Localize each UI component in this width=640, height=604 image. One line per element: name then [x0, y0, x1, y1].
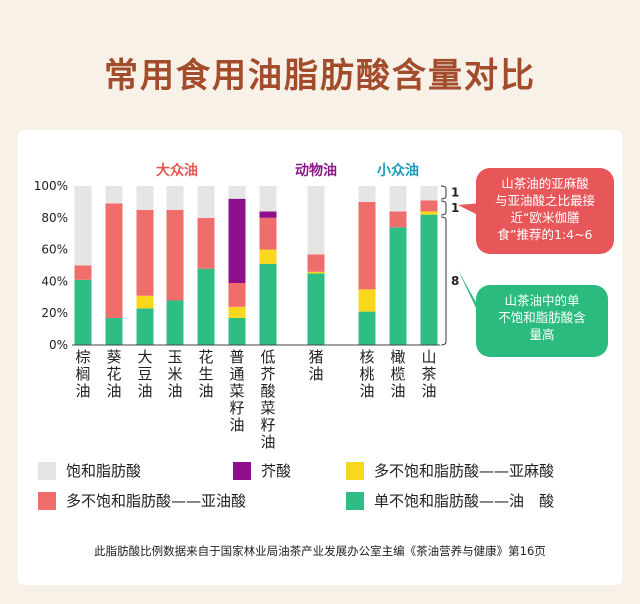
legend-label: 单不饱和脂肪酸——油 酸	[374, 492, 555, 510]
ratio-bracket	[440, 185, 447, 200]
bar-segment	[197, 268, 215, 345]
bar-segment	[420, 211, 438, 215]
bar-segment	[136, 209, 154, 296]
bar-segment	[307, 254, 325, 272]
legend-swatch	[38, 491, 56, 510]
bar-segment	[228, 186, 246, 199]
bar-segment	[228, 306, 246, 318]
bar-segment	[389, 211, 407, 228]
bar-segment	[307, 271, 325, 274]
bar-segment	[307, 273, 325, 345]
callout-ratio-box	[476, 168, 614, 254]
legend-label: 多不饱和脂肪酸——亚油酸	[66, 492, 247, 510]
legend-item-erucic: 芥酸	[233, 460, 291, 481]
bar-segment	[136, 295, 154, 309]
bar-segment	[358, 289, 376, 312]
bar-segment	[358, 186, 376, 202]
legend-item-saturated: 饱和脂肪酸	[38, 460, 141, 481]
y-tick-label: 20%	[41, 306, 68, 320]
x-tick-label: 山茶油	[421, 348, 436, 400]
callout-oleic-tail	[458, 270, 486, 329]
x-tick-label: 玉米油	[167, 348, 182, 400]
x-tick-label: 普通菜籽油	[229, 348, 244, 434]
bar-segment	[105, 317, 123, 345]
bar-segment	[259, 249, 277, 264]
callout-oleic-text: 山茶油中的单不饱和脂肪酸含量高	[498, 293, 586, 342]
x-tick-label: 大豆油	[137, 348, 152, 400]
y-tick-label: 80%	[41, 211, 68, 225]
bar-segment	[74, 186, 92, 266]
bar-segment	[74, 265, 92, 280]
bar-segment	[136, 308, 154, 345]
bar-segment	[307, 186, 325, 255]
group-label: 大众油	[156, 162, 198, 179]
bar-segment	[420, 186, 438, 201]
bar-segment	[166, 300, 184, 345]
bar-segment	[358, 311, 376, 345]
x-tick-label: 橄榄油	[390, 348, 405, 400]
legend-item-oleic: 单不饱和脂肪酸——油 酸	[346, 490, 554, 511]
ratio-label: 8	[451, 274, 459, 288]
x-tick-label: 葵花油	[106, 348, 121, 400]
x-tick-label: 低芥酸菜籽油	[260, 348, 275, 451]
x-tick-label: 猪油	[308, 348, 323, 383]
x-tick-label: 核桃油	[359, 348, 374, 400]
legend-label: 多不饱和脂肪酸——亚麻酸	[374, 462, 555, 480]
legend-swatch	[38, 461, 56, 480]
bar-segment	[420, 214, 438, 345]
y-tick-label: 60%	[41, 243, 68, 257]
group-label: 动物油	[295, 162, 337, 179]
x-tick-label: 花生油	[198, 348, 213, 400]
bar-segment	[105, 186, 123, 204]
bar-segment	[420, 200, 438, 212]
bar-segment	[389, 227, 407, 345]
legend-item-linoleic: 多不饱和脂肪酸——亚油酸	[38, 490, 246, 511]
bar-segment	[136, 186, 154, 210]
ratio-label: 1	[451, 186, 459, 200]
ratio-bracket	[440, 200, 447, 216]
bar-segment	[389, 186, 407, 212]
legend-item-linolenic: 多不饱和脂肪酸——亚麻酸	[346, 460, 554, 481]
ratio-bracket	[440, 216, 447, 346]
group-label: 小众油	[377, 162, 419, 179]
legend-label: 芥酸	[261, 462, 292, 480]
legend-swatch	[346, 461, 364, 480]
bar-segment	[228, 282, 246, 307]
legend: 饱和脂肪酸 芥酸 多不饱和脂肪酸——亚麻酸 多不饱和脂肪酸——亚油酸 单不饱和脂…	[28, 448, 618, 518]
bar-segment	[259, 217, 277, 250]
callout-ratio-text: 山茶油的亚麻酸与亚油酸之比最接近“欧米伽膳食”推荐的1:4~6	[495, 176, 596, 242]
bar-segment	[228, 198, 246, 283]
legend-swatch	[346, 491, 364, 510]
bar-segment	[259, 186, 277, 212]
callout-oleic-box	[476, 285, 608, 357]
bar-segment	[197, 186, 215, 218]
legend-label: 饱和脂肪酸	[66, 462, 142, 480]
legend-swatch	[233, 461, 251, 480]
bar-segment	[259, 211, 277, 218]
bar-segment	[74, 279, 92, 345]
bar-segment	[228, 317, 246, 345]
y-tick-label: 0%	[49, 338, 68, 352]
bar-segment	[166, 186, 184, 210]
y-tick-label: 100%	[34, 179, 68, 193]
y-tick-label: 40%	[41, 274, 68, 288]
source-note: 此脂肪酸比例数据来自于国家林业局油茶产业发展办公室主编《茶油营养与健康》第16页	[94, 544, 546, 558]
bar-segment	[259, 263, 277, 345]
ratio-label: 1	[451, 201, 459, 215]
bar-segment	[358, 201, 376, 290]
bar-segment	[166, 209, 184, 301]
x-tick-label: 棕榈油	[75, 348, 90, 400]
bar-segment	[105, 203, 123, 318]
page-title: 常用食用油脂肪酸含量对比	[104, 56, 536, 96]
callout-ratio-tail	[458, 203, 486, 219]
bar-segment	[197, 217, 215, 269]
